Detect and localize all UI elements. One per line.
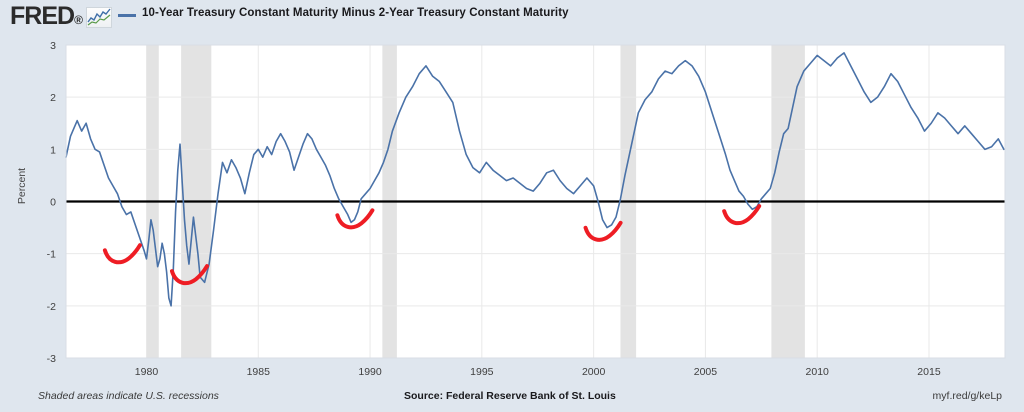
y-axis-tick-label: -3 <box>47 353 56 365</box>
inversion-marker-1982 <box>169 264 209 286</box>
fred-logo-text: FRED <box>10 2 75 30</box>
chart-footer: Shaded areas indicate U.S. recessions So… <box>0 386 1024 412</box>
x-axis-tick-label: 2000 <box>582 366 606 378</box>
mini-line-chart-icon <box>86 7 112 28</box>
x-axis-tick-label: 1985 <box>247 366 271 378</box>
y-axis-tick-label: -2 <box>47 301 56 313</box>
y-axis-tick-label: 2 <box>50 92 56 104</box>
inversion-marker-2006 <box>722 204 762 226</box>
x-axis-tick-label: 2005 <box>694 366 718 378</box>
recession-note: Shaded areas indicate U.S. recessions <box>38 390 219 402</box>
series-line[interactable] <box>65 52 1005 307</box>
legend-color-swatch <box>118 14 136 17</box>
x-axis-tick-label: 1990 <box>358 366 382 378</box>
x-axis-tick-label: 2015 <box>917 366 941 378</box>
fred-logo[interactable]: FRED® <box>10 2 83 33</box>
y-axis-tick-label: 1 <box>50 144 56 156</box>
short-url-label[interactable]: myf.red/g/keLp <box>932 390 1002 402</box>
chart-header: FRED® 10-Year Treasury Constant Maturity… <box>0 0 1024 33</box>
source-label: Source: Federal Reserve Bank of St. Loui… <box>404 390 616 402</box>
x-axis-tick-label: 2010 <box>806 366 830 378</box>
x-axis-tick-label: 1995 <box>470 366 494 378</box>
plot-border <box>65 44 1006 359</box>
y-axis-tick-label: 3 <box>50 40 56 52</box>
fred-logo-registered: ® <box>74 13 83 27</box>
x-axis-tick-label: 1980 <box>135 366 159 378</box>
inversion-marker-1979 <box>102 243 142 265</box>
y-axis-tick-label: 0 <box>50 197 56 209</box>
legend-series-label[interactable]: 10-Year Treasury Constant Maturity Minus… <box>142 7 569 19</box>
y-axis-tick-label: -1 <box>47 249 56 261</box>
inversion-marker-1989 <box>335 208 375 230</box>
inversion-marker-2000 <box>583 220 623 242</box>
